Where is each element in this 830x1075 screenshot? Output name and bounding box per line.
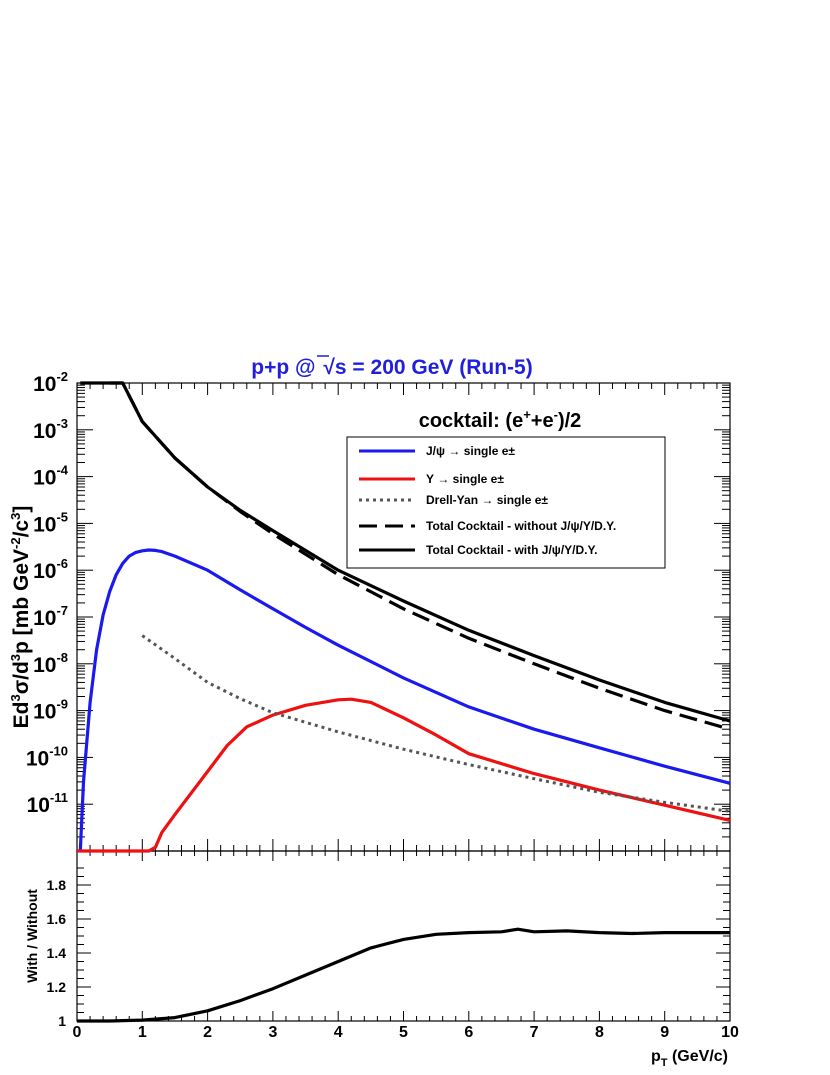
series-line-2 <box>141 634 731 813</box>
top-y-tick-label: 10-9 <box>33 697 68 724</box>
legend-entry: Total Cocktail - with J/ψ/Υ/D.Y. <box>426 543 598 557</box>
top-y-tick-label: 10-7 <box>33 603 68 630</box>
ratio-y-tick-label: 1.2 <box>47 979 67 995</box>
x-tick-label: 0 <box>73 1024 82 1041</box>
x-tick-label: 7 <box>530 1024 539 1041</box>
top-y-tick-label: 10-3 <box>33 416 68 443</box>
ratio-y-tick-label: 1.6 <box>47 911 67 927</box>
top-series-group <box>77 381 731 853</box>
top-axis-ticks: 10-11 10-10 10-9 10-8 10-7 10-6 10-5 10-4 10-3 10… <box>26 369 731 852</box>
top-y-tick-label: 10-8 <box>33 650 68 677</box>
bottom-plot-frame <box>76 850 731 1022</box>
x-tick-label: 4 <box>334 1024 343 1041</box>
x-tick-label: 2 <box>203 1024 212 1041</box>
x-tick-label: 6 <box>464 1024 473 1041</box>
legend-entry: J/ψ → single e± <box>426 444 515 458</box>
ratio-y-tick-label: 1.8 <box>47 877 67 893</box>
ratio-y-tick-label: 1 <box>58 1013 66 1029</box>
x-tick-label: 1 <box>138 1024 147 1041</box>
series-line-4 <box>80 381 731 723</box>
cocktail-annotation: cocktail: (e++e-)/2 <box>419 407 582 432</box>
x-tick-label: 8 <box>595 1024 604 1041</box>
ratio-y-tick-label: 1.4 <box>47 945 67 961</box>
legend: J/ψ → single e± Υ → single e± Drell-Yan → … <box>359 444 616 557</box>
x-axis-label: pT (GeV/c) <box>651 1048 728 1069</box>
legend-entry: Υ → single e± <box>426 472 504 486</box>
x-tick-label: 9 <box>660 1024 669 1041</box>
top-y-tick-label: 10-2 <box>33 369 68 396</box>
legend-box <box>346 436 666 569</box>
x-tick-label: 3 <box>268 1024 277 1041</box>
top-y-tick-label: 10-4 <box>33 463 69 490</box>
series-line-0 <box>78 548 731 852</box>
legend-entry: Total Cocktail - without J/ψ/Υ/D.Y. <box>426 519 616 533</box>
top-y-tick-label: 10-11 <box>27 790 68 817</box>
x-tick-label: 5 <box>399 1024 408 1041</box>
x-tick-label: 10 <box>721 1024 739 1041</box>
legend-entry: Drell-Yan → single e± <box>426 493 548 507</box>
top-y-axis-label: Ed3σ/d3p [mb GeV-2/c3] <box>8 506 33 729</box>
chart-title: p+p @ √s = 200 GeV (Run-5) <box>251 356 532 379</box>
top-y-tick-label: 10-5 <box>33 509 68 536</box>
top-y-tick-label: 10-6 <box>33 556 68 583</box>
ratio-y-axis-label: With / Without <box>24 889 40 983</box>
ratio-line-0 <box>77 927 730 1023</box>
series-line-1 <box>77 697 731 853</box>
ratio-series-group <box>77 927 730 1023</box>
top-y-tick-label: 10-10 <box>26 743 68 770</box>
